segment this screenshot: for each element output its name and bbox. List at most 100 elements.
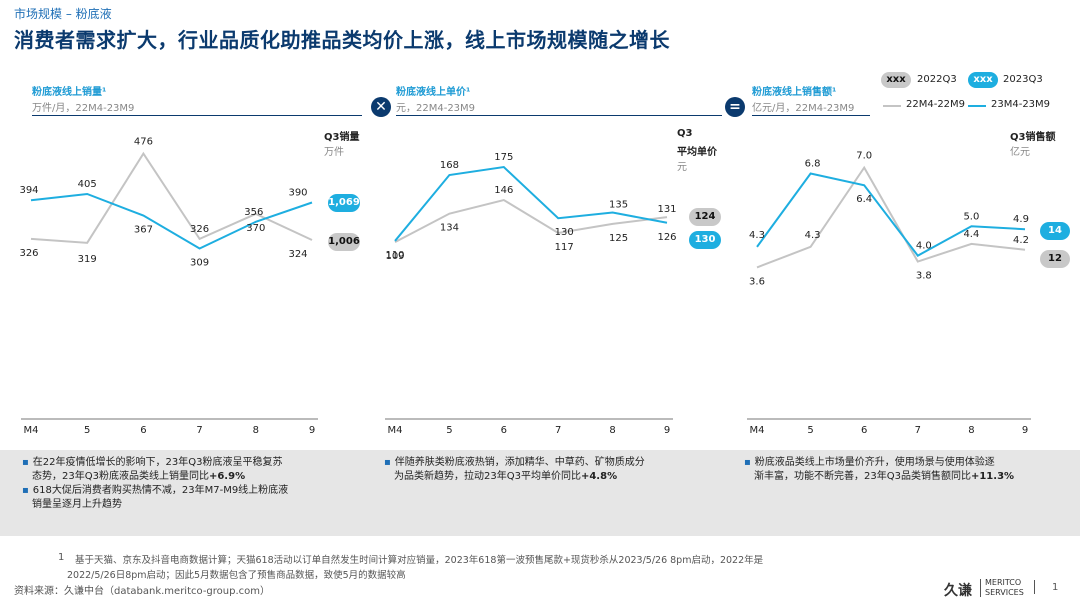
data-label-22M4-22M9: 4.4 [963,229,979,240]
x-tick-label: 7 [196,425,202,436]
x-tick-label: 7 [915,425,921,436]
bullet-price-1: ▪ 伴随养肤类粉底液热销，添加精华、中草药、矿物质成分 [384,457,645,468]
q3-label2-price: 平均单价 [677,147,717,158]
data-label-22M4-22M9: 319 [78,254,97,265]
x-tick-label: 6 [501,425,507,436]
equals-icon: = [725,97,745,117]
bullet-revenue-1: ▪ 粉底液品类线上市场量价齐升，使用场景与使用体验逐 [744,457,995,468]
data-label-22M4-22M9: 3.6 [749,276,765,287]
series-line-23M4-23M9 [756,172,1026,257]
data-label-22M4-22M9: 326 [19,248,38,259]
x-tick-label: 6 [861,425,867,436]
x-tick-label: M4 [750,425,765,436]
x-tick-label: 5 [446,425,452,436]
x-tick-label: M4 [24,425,39,436]
data-label-23M4-23M9: 110 [385,250,404,261]
bullet-highlight: +4.8% [580,471,618,482]
data-label-22M4-22M9: 146 [494,185,513,196]
panel-divider-price [396,115,722,116]
pill-2022-volume: 1,006 [328,233,360,251]
pill-2022-price: 124 [689,208,721,226]
data-label-23M4-23M9: 135 [609,200,628,211]
footnote-line-2: 2022/5/26日8pm启动；因此5月数据包含了预售商品数据，致使5月的数据较… [67,570,406,581]
x-tick-label: 9 [309,425,315,436]
panel-subtitle-volume: 万件/月，22M4-23M9 [32,103,135,114]
bullet-text: 在22年疫情低增长的影响下，23年Q3粉底液呈平稳复苏 [32,457,283,468]
pill-2022-revenue: 12 [1040,250,1070,268]
bullet-volume-2: ▪ 618大促后消费者购买热情不减，23年M7-M9线上粉底液 [22,485,289,496]
bullet-highlight: +6.9% [208,471,246,482]
x-tick-label: 5 [84,425,90,436]
data-label-23M4-23M9: 4.9 [1013,214,1029,225]
x-tick-label: 7 [555,425,561,436]
data-label-22M4-22M9: 4.3 [805,230,821,241]
bullet-volume-1: ▪ 在22年疫情低增长的影响下，23年Q3粉底液呈平稳复苏 [22,457,283,468]
insights-panel [0,450,1080,536]
data-label-22M4-22M9: 131 [657,204,676,215]
data-label-23M4-23M9: 126 [657,232,676,243]
data-label-22M4-22M9: 370 [246,223,265,234]
data-label-23M4-23M9: 6.8 [805,158,821,169]
data-label-23M4-23M9: 6.4 [856,194,872,205]
data-label-23M4-23M9: 168 [440,160,459,171]
series-line-23M4-23M9 [394,165,668,242]
footnote-line-1: 基于天猫、京东及抖音电商数据计算；天猫618活动以订单自然发生时间计算对应销量，… [75,555,764,566]
legend-line-label-2023: 23M4-23M9 [991,99,1051,110]
bullet-text: 粉底液品类线上市场量价齐升，使用场景与使用体验逐 [754,457,995,468]
data-label-22M4-22M9: 109 [385,251,404,262]
x-tick-label: 9 [1022,425,1028,436]
q3-label-revenue: Q3销售额 [1010,132,1056,143]
bullet-text: 渐丰富，功能不断完善，23年Q3品类销售额同比 [754,471,971,482]
data-label-23M4-23M9: 405 [78,179,97,190]
x-tick-label: 8 [609,425,615,436]
data-label-23M4-23M9: 130 [555,227,574,238]
legend-line-2023 [968,105,986,107]
logo-cn: 久谦 [944,583,972,599]
x-tick-label: 8 [253,425,259,436]
bullet-price-1-cont: 为品类新趋势，拉动23年Q3平均单价同比+4.8% [384,470,714,484]
page-number: 1 [1052,582,1059,593]
panel-subtitle-price: 元，22M4-23M9 [396,103,476,114]
bullet-highlight: +11.3% [970,471,1015,482]
logo-en: MERITCO SERVICES [985,578,1024,598]
bullet-text: 伴随养肤类粉底液热销，添加精华、中草药、矿物质成分 [394,457,645,468]
bullets-price: ▪ 伴随养肤类粉底液热销，添加精华、中草药、矿物质成分 为品类新趋势，拉动23年Q… [384,456,714,484]
series-line-22M4-22M9 [394,198,668,243]
breadcrumb: 市场规模 – 粉底液 [14,7,112,21]
data-label-23M4-23M9: 367 [134,225,153,236]
data-label-22M4-22M9: 324 [288,249,307,260]
data-label-23M4-23M9: 5.0 [963,211,979,222]
panel-title-volume: 粉底液线上销量¹ [32,87,107,98]
bullet-text: 销量呈逐月上升趋势 [32,499,122,510]
page-title: 消费者需求扩大，行业品质化助推品类均价上涨，线上市场规模随之增长 [14,28,670,52]
data-label-22M4-22M9: 134 [440,223,459,234]
data-label-22M4-22M9: 3.8 [916,271,932,282]
data-label-22M4-22M9: 326 [190,224,209,235]
footnote-number: 1 [58,552,65,563]
source-note: 资料来源：久谦中台（databank.meritco-group.com） [14,586,271,597]
data-label-23M4-23M9: 394 [19,185,38,196]
bullet-volume-1-cont: 态势，23年Q3粉底液品类线上销量同比+6.9% [22,470,352,484]
page-divider [1034,580,1035,594]
bullet-volume-2-cont: 销量呈逐月上升趋势 [22,498,352,512]
data-label-23M4-23M9: 4.3 [749,230,765,241]
q3-unit-volume: 万件 [324,147,344,158]
q3-label-volume: Q3销量 [324,132,360,143]
series-line-22M4-22M9 [756,165,1026,269]
data-label-23M4-23M9: 4.0 [916,241,932,252]
q3-unit-revenue: 亿元 [1010,147,1030,158]
data-label-23M4-23M9: 175 [494,152,513,163]
data-label-22M4-22M9: 7.0 [856,151,872,162]
data-label-23M4-23M9: 356 [244,207,263,218]
bullets-volume: ▪ 在22年疫情低增长的影响下，23年Q3粉底液呈平稳复苏 态势，23年Q3粉底液… [22,456,352,512]
pill-2023-volume: 1,069 [328,194,360,212]
x-tick-label: M4 [388,425,403,436]
legend-badge-2022: xxx [881,72,911,88]
times-icon: ✕ [371,97,391,117]
legend-badge-2023: xxx [968,72,998,88]
pill-2023-revenue: 14 [1040,222,1070,240]
data-label-22M4-22M9: 476 [134,137,153,148]
panel-subtitle-revenue: 亿元/月，22M4-23M9 [752,103,855,114]
bullet-revenue-1-cont: 渐丰富，功能不断完善，23年Q3品类销售额同比+11.3% [744,470,1074,484]
x-tick-label: 9 [664,425,670,436]
